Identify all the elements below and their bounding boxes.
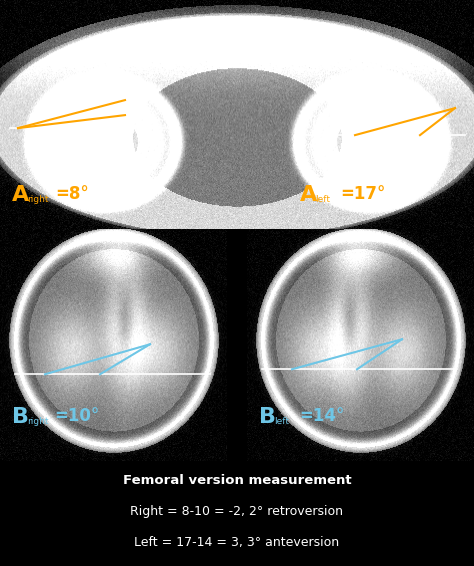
- Text: =17°: =17°: [340, 185, 385, 203]
- Text: right: right: [27, 195, 48, 204]
- Text: Left = 17-14 = 3, 3° anteversion: Left = 17-14 = 3, 3° anteversion: [135, 537, 339, 550]
- Text: Femoral version measurement: Femoral version measurement: [123, 474, 351, 487]
- Text: =10°: =10°: [54, 408, 99, 425]
- Text: left: left: [315, 195, 330, 204]
- Text: right: right: [27, 417, 48, 426]
- Text: =14°: =14°: [299, 408, 345, 425]
- Text: left: left: [274, 417, 289, 426]
- Text: A: A: [300, 185, 317, 205]
- Text: =8°: =8°: [55, 185, 89, 203]
- Text: A: A: [12, 185, 29, 205]
- Text: B: B: [259, 408, 276, 427]
- Text: Right = 8-10 = -2, 2° retroversion: Right = 8-10 = -2, 2° retroversion: [130, 505, 344, 518]
- Text: B: B: [12, 408, 29, 427]
